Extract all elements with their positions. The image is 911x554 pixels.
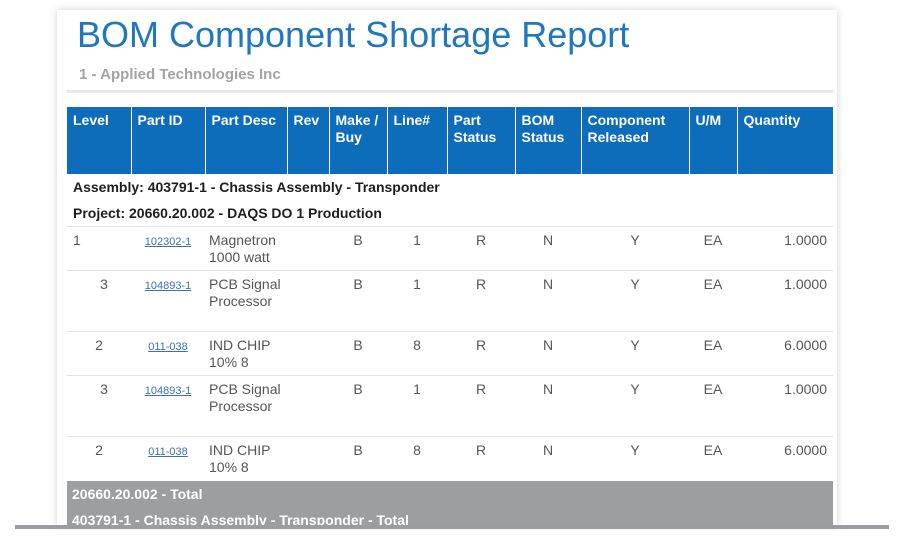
project-label: Project: 20660.20.002 - DAQS DO 1 Produc…: [73, 205, 382, 221]
header-row: Level Part ID Part Desc Rev Make / Buy L…: [67, 107, 833, 174]
cell-rev: [287, 436, 329, 481]
table-row: 3 104893-1 PCB Signal Processor B 1 R N …: [67, 270, 833, 332]
table-row: 2 011-038 IND CHIP 10% 8 B 8 R N Y EA 6.…: [67, 331, 833, 376]
cell-line: 1: [387, 375, 447, 437]
table-row: 2 011-038 IND CHIP 10% 8 B 8 R N Y EA 6.…: [67, 436, 833, 481]
project-total-row: 20660.20.002 - Total: [67, 480, 833, 507]
cell-released: Y: [581, 436, 689, 481]
cell-make-buy: B: [329, 375, 387, 437]
col-quantity: Quantity: [737, 107, 833, 174]
cell-quantity: 1.0000: [737, 375, 833, 437]
cell-part-status: R: [447, 375, 515, 437]
header-divider: [67, 90, 833, 93]
cell-level: 3: [67, 270, 131, 332]
cell-level: 2: [67, 331, 131, 376]
assembly-total-row: 403791-1 - Chassis Assembly - Transponde…: [67, 506, 833, 526]
col-make-buy: Make / Buy: [329, 107, 388, 174]
col-part-desc: Part Desc: [205, 107, 288, 174]
cell-part-desc: IND CHIP 10% 8: [205, 436, 287, 481]
table-row: 1 102302-1 Magnetron 1000 watt B 1 R N Y…: [67, 226, 833, 271]
cell-bom-status: N: [515, 331, 581, 376]
cell-part-desc: Magnetron 1000 watt: [205, 226, 287, 271]
cell-make-buy: B: [329, 436, 387, 481]
cell-line: 8: [387, 436, 447, 481]
cell-rev: [287, 331, 329, 376]
company-name: 1 - Applied Technologies Inc: [79, 66, 281, 83]
bottom-shadow-line: [15, 525, 889, 529]
cell-make-buy: B: [329, 270, 387, 332]
cell-level: 3: [67, 375, 131, 437]
cell-rev: [287, 270, 329, 332]
cell-released: Y: [581, 270, 689, 332]
assembly-total-label: 403791-1 - Chassis Assembly - Transponde…: [67, 506, 833, 526]
cell-part-desc: PCB Signal Processor: [205, 375, 287, 437]
project-row: Project: 20660.20.002 - DAQS DO 1 Produc…: [67, 200, 833, 227]
cell-make-buy: B: [329, 331, 387, 376]
cell-line: 1: [387, 226, 447, 271]
part-id-link[interactable]: 104893-1: [144, 280, 192, 292]
col-line: Line#: [387, 107, 448, 174]
shortage-table: Level Part ID Part Desc Rev Make / Buy L…: [67, 107, 833, 526]
report-card: BOM Component Shortage Report 1 - Applie…: [57, 10, 837, 526]
shortage-table-wrap: Level Part ID Part Desc Rev Make / Buy L…: [67, 107, 833, 526]
cell-line: 8: [387, 331, 447, 376]
col-level: Level: [67, 107, 132, 174]
cell-part-status: R: [447, 270, 515, 332]
cell-released: Y: [581, 226, 689, 271]
cell-line: 1: [387, 270, 447, 332]
cell-part-desc: PCB Signal Processor: [205, 270, 287, 332]
cell-rev: [287, 226, 329, 271]
part-id-link[interactable]: 104893-1: [144, 385, 192, 397]
part-id-link[interactable]: 011-038: [148, 341, 188, 353]
report-title: BOM Component Shortage Report: [77, 14, 630, 55]
cell-rev: [287, 375, 329, 437]
cell-quantity: 6.0000: [737, 436, 833, 481]
cell-um: EA: [689, 331, 737, 376]
cell-um: EA: [689, 226, 737, 271]
cell-bom-status: N: [515, 436, 581, 481]
cell-make-buy: B: [329, 226, 387, 271]
col-part-status: Part Status: [447, 107, 516, 174]
cell-part-status: R: [447, 331, 515, 376]
cell-level: 2: [67, 436, 131, 481]
col-bom-status: BOM Status: [515, 107, 582, 174]
col-um: U/M: [689, 107, 738, 174]
cell-quantity: 1.0000: [737, 226, 833, 271]
cell-part-desc: IND CHIP 10% 8: [205, 331, 287, 376]
cell-um: EA: [689, 375, 737, 437]
cell-released: Y: [581, 331, 689, 376]
part-id-link[interactable]: 102302-1: [144, 236, 192, 248]
cell-part-status: R: [447, 436, 515, 481]
cell-released: Y: [581, 375, 689, 437]
col-rev: Rev: [287, 107, 330, 174]
part-id-link[interactable]: 011-038: [148, 446, 188, 458]
cell-um: EA: [689, 436, 737, 481]
cell-part-status: R: [447, 226, 515, 271]
cell-quantity: 1.0000: [737, 270, 833, 332]
cell-quantity: 6.0000: [737, 331, 833, 376]
assembly-row: Assembly: 403791-1 - Chassis Assembly - …: [67, 174, 833, 200]
col-part-id: Part ID: [131, 107, 206, 174]
project-total-label: 20660.20.002 - Total: [67, 480, 833, 507]
cell-bom-status: N: [515, 270, 581, 332]
assembly-label: Assembly: 403791-1 - Chassis Assembly - …: [73, 179, 440, 195]
cell-level: 1: [67, 226, 131, 271]
cell-bom-status: N: [515, 375, 581, 437]
col-component-released: Component Released: [581, 107, 690, 174]
table-row: 3 104893-1 PCB Signal Processor B 1 R N …: [67, 375, 833, 437]
cell-um: EA: [689, 270, 737, 332]
cell-bom-status: N: [515, 226, 581, 271]
